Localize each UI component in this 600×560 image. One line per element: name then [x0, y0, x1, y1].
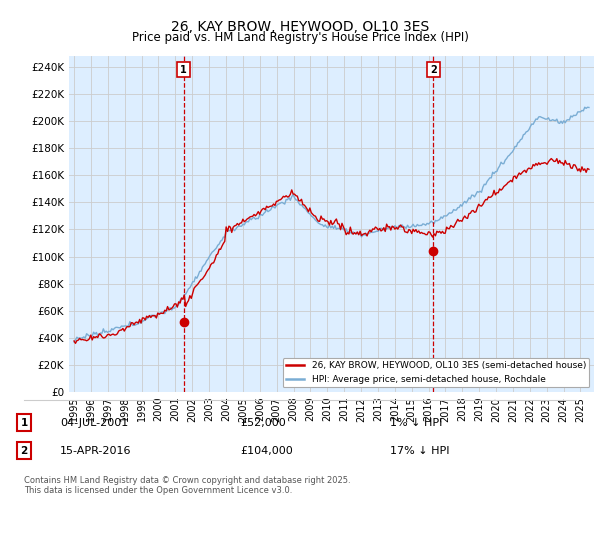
- Text: 2: 2: [20, 446, 28, 456]
- Text: 26, KAY BROW, HEYWOOD, OL10 3ES: 26, KAY BROW, HEYWOOD, OL10 3ES: [171, 20, 429, 34]
- Text: 04-JUL-2001: 04-JUL-2001: [60, 418, 128, 428]
- Text: Price paid vs. HM Land Registry's House Price Index (HPI): Price paid vs. HM Land Registry's House …: [131, 31, 469, 44]
- Legend: 26, KAY BROW, HEYWOOD, OL10 3ES (semi-detached house), HPI: Average price, semi-: 26, KAY BROW, HEYWOOD, OL10 3ES (semi-de…: [283, 358, 589, 388]
- Text: £52,000: £52,000: [240, 418, 286, 428]
- Text: Contains HM Land Registry data © Crown copyright and database right 2025.
This d: Contains HM Land Registry data © Crown c…: [24, 476, 350, 496]
- Text: 17% ↓ HPI: 17% ↓ HPI: [390, 446, 449, 456]
- Text: 15-APR-2016: 15-APR-2016: [60, 446, 131, 456]
- Text: 2: 2: [430, 64, 437, 74]
- Text: 1: 1: [181, 64, 187, 74]
- Text: 1% ↓ HPI: 1% ↓ HPI: [390, 418, 442, 428]
- Text: £104,000: £104,000: [240, 446, 293, 456]
- Text: 1: 1: [20, 418, 28, 428]
